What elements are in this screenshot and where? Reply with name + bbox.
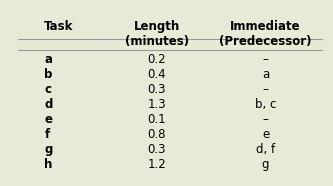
Text: 0.4: 0.4 (147, 68, 166, 81)
Text: –: – (263, 83, 268, 96)
Text: a: a (262, 68, 269, 81)
Text: d, f: d, f (256, 143, 275, 156)
Text: c: c (44, 83, 51, 96)
Text: Task: Task (44, 20, 74, 33)
Text: Immediate
(Predecessor): Immediate (Predecessor) (219, 20, 312, 48)
Text: 0.3: 0.3 (147, 83, 166, 96)
Text: 0.8: 0.8 (147, 128, 166, 141)
Text: a: a (44, 53, 52, 66)
Text: e: e (262, 128, 269, 141)
Text: 0.2: 0.2 (147, 53, 166, 66)
Text: g: g (262, 158, 269, 171)
Text: e: e (44, 113, 52, 126)
Text: b, c: b, c (255, 98, 276, 111)
Text: b: b (44, 68, 53, 81)
Text: 1.3: 1.3 (147, 98, 166, 111)
Text: Length
(minutes): Length (minutes) (125, 20, 189, 48)
Text: –: – (263, 113, 268, 126)
Text: g: g (44, 143, 53, 156)
Text: –: – (263, 53, 268, 66)
Text: 1.2: 1.2 (147, 158, 166, 171)
Text: 0.3: 0.3 (147, 143, 166, 156)
Text: 0.1: 0.1 (147, 113, 166, 126)
Text: d: d (44, 98, 53, 111)
Text: h: h (44, 158, 53, 171)
Text: f: f (44, 128, 50, 141)
